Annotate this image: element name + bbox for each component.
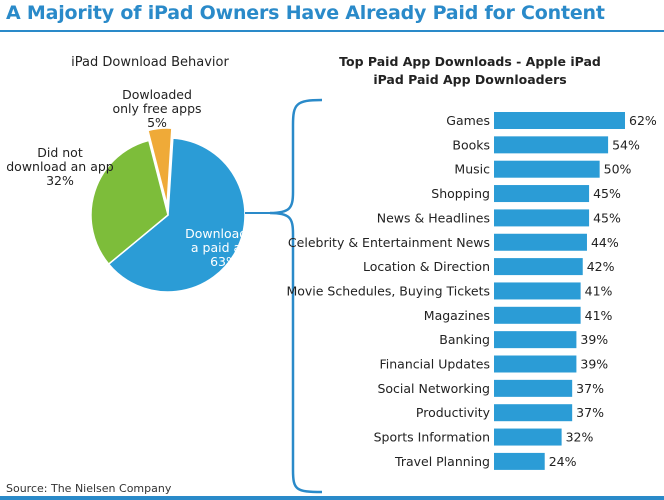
bar-9 [494, 331, 577, 349]
bar-chart-subtitle: iPad Paid App Downloaders [373, 72, 567, 87]
bar-category-label: Financial Updates [380, 357, 491, 372]
pie-chart-title: iPad Download Behavior [71, 55, 229, 70]
bar-category-label: Magazines [424, 308, 490, 323]
chart-title: A Majority of iPad Owners Have Already P… [6, 2, 605, 24]
bar-value-label: 24% [549, 454, 577, 469]
bar-8 [494, 306, 581, 324]
bar-category-label: Productivity [416, 405, 491, 420]
source-note: Source: The Nielsen Company [6, 482, 172, 495]
bar-1 [494, 136, 609, 154]
bar-4 [494, 209, 590, 227]
bar-category-label: Games [446, 113, 490, 128]
pie-label-free: Dowloaded only free apps 5% [112, 87, 201, 130]
pie-label-paid: Downloaded a paid app 63% [185, 226, 263, 269]
pie-slice-1 [90, 139, 169, 266]
bar-0 [494, 112, 625, 129]
bar-7 [494, 282, 581, 300]
bar-6 [494, 258, 583, 276]
bar-value-label: 50% [604, 162, 632, 177]
bar-category-label: Location & Direction [363, 259, 490, 274]
bar-5 [494, 233, 587, 251]
bar-category-label: Celebrity & Entertainment News [288, 235, 490, 250]
bar-value-label: 37% [576, 405, 604, 420]
title-divider [0, 30, 664, 32]
bar-12 [494, 404, 573, 422]
pie-label-none: Did not download an app 32% [6, 145, 114, 188]
bar-13 [494, 428, 562, 446]
bar-value-label: 45% [593, 210, 621, 225]
pie-slice-0 [107, 137, 246, 293]
bar-14 [494, 452, 545, 470]
bar-category-label: Movie Schedules, Buying Tickets [286, 283, 490, 298]
bar-category-label: Books [452, 137, 490, 152]
bar-11 [494, 379, 573, 397]
bar-value-label: 44% [591, 235, 619, 250]
bar-value-label: 39% [580, 332, 608, 347]
bar-10 [494, 355, 577, 373]
bar-category-label: Music [454, 162, 490, 177]
bar-value-label: 45% [593, 186, 621, 201]
bar-2 [494, 160, 600, 178]
bar-value-label: 41% [585, 283, 613, 298]
bar-category-label: Travel Planning [394, 454, 490, 469]
bar-value-label: 39% [580, 357, 608, 372]
bar-3 [494, 185, 590, 203]
bar-value-label: 32% [566, 430, 594, 445]
bottom-divider [0, 496, 664, 500]
bar-value-label: 62% [629, 113, 657, 128]
bar-value-label: 41% [585, 308, 613, 323]
bar-value-label: 42% [587, 259, 615, 274]
bar-category-label: Banking [439, 332, 490, 347]
bar-category-label: Sports Information [374, 430, 490, 445]
pie-slice-2 [146, 127, 173, 206]
bar-value-label: 37% [576, 381, 604, 396]
bar-category-label: News & Headlines [377, 210, 490, 225]
bar-chart-title: Top Paid App Downloads - Apple iPad [339, 54, 601, 69]
bar-category-label: Shopping [431, 186, 490, 201]
bar-value-label: 54% [612, 137, 640, 152]
bar-category-label: Social Networking [377, 381, 490, 396]
